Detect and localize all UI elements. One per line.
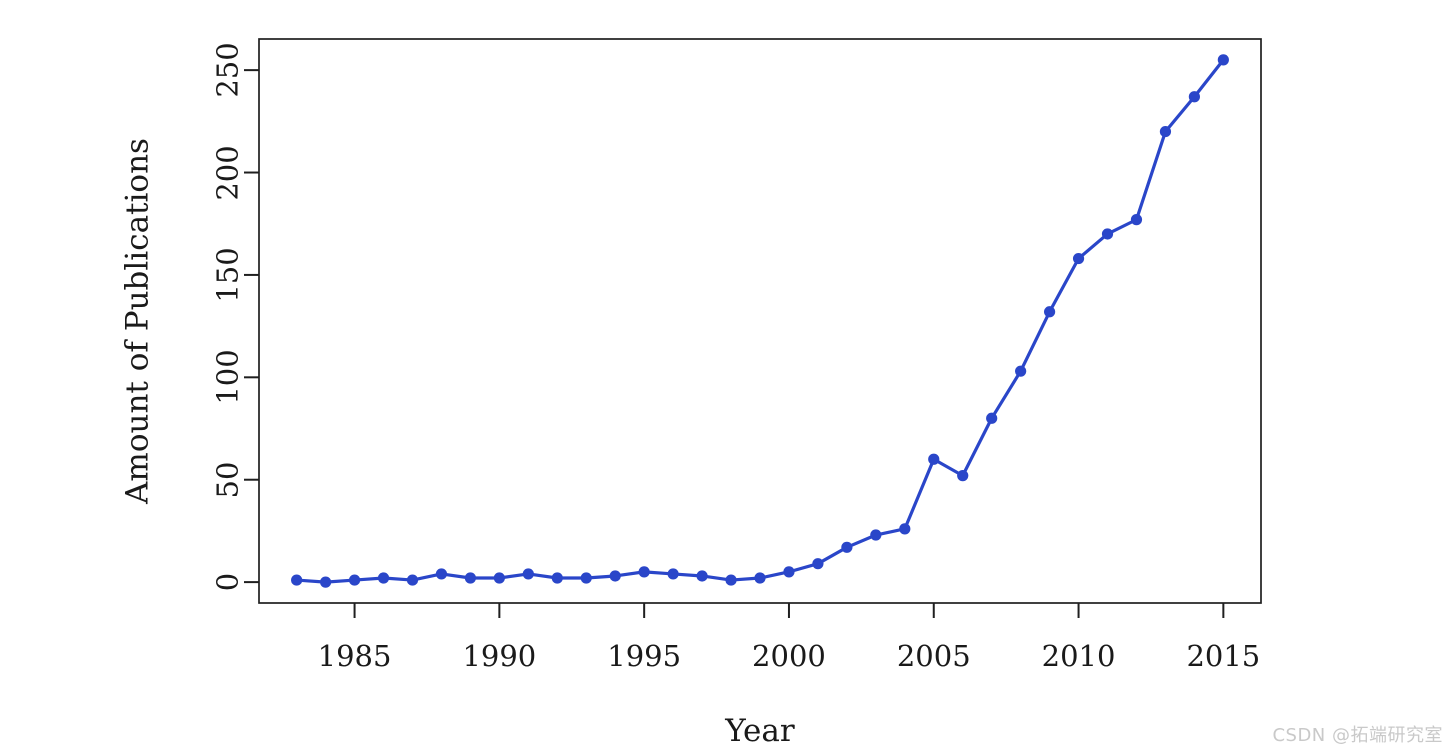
data-point: [783, 566, 795, 578]
data-point: [1043, 306, 1056, 318]
data-point: [406, 574, 419, 586]
data-point: [667, 568, 679, 580]
data-point: [493, 572, 505, 584]
data-point: [1015, 365, 1027, 377]
y-tick-label: 50: [210, 461, 245, 499]
data-point: [1130, 214, 1143, 226]
data-point: [899, 523, 911, 535]
data-point: [870, 529, 882, 541]
x-tick-label: 1985: [317, 639, 392, 673]
watermark: CSDN @拓端研究室: [1272, 725, 1443, 746]
x-tick-label: 2000: [752, 639, 826, 673]
x-axis-title: Year: [725, 713, 795, 749]
data-point: [522, 568, 534, 580]
data-point: [1072, 252, 1085, 265]
data-point: [986, 412, 998, 424]
x-tick-label: 1995: [607, 639, 682, 673]
plot-border: [258, 38, 1262, 604]
data-point: [1101, 228, 1114, 240]
data-point: [696, 570, 708, 582]
data-point: [609, 570, 621, 582]
data-point: [291, 574, 303, 586]
data-point: [1188, 91, 1200, 103]
data-point: [1159, 125, 1172, 138]
y-tick-label: 150: [210, 247, 245, 303]
data-point: [580, 572, 592, 584]
data-point: [725, 574, 737, 586]
data-point: [957, 470, 969, 482]
data-point: [638, 566, 650, 578]
data-point: [754, 572, 766, 584]
y-tick-label: 0: [210, 572, 245, 592]
y-tick-label: 100: [210, 349, 245, 405]
data-point: [928, 453, 940, 465]
x-tick-label: 2010: [1041, 639, 1116, 673]
data-point: [435, 568, 448, 580]
data-point: [812, 558, 824, 570]
data-point: [1217, 54, 1229, 66]
x-tick-label: 1990: [462, 639, 537, 673]
x-tick-label: 2015: [1186, 639, 1261, 673]
y-tick-label: 250: [210, 42, 245, 98]
y-tick-label: 200: [210, 144, 245, 201]
data-point: [841, 541, 853, 553]
data-line: [295, 58, 1225, 584]
data-point: [551, 572, 563, 584]
data-point: [320, 576, 332, 588]
data-point: [464, 572, 477, 584]
y-axis-title: Amount of Publications: [119, 138, 156, 504]
x-tick-label: 2005: [896, 639, 971, 673]
data-point: [377, 572, 390, 584]
data-point: [348, 574, 361, 586]
